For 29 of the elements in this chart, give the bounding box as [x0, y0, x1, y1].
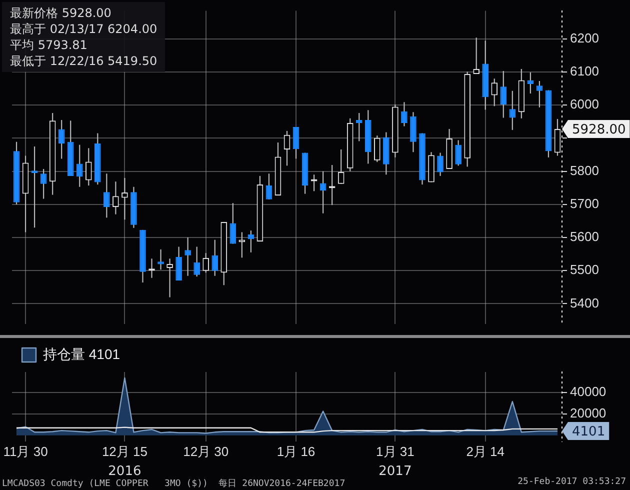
y-tick-label: 6200: [570, 30, 599, 46]
y-tick-label: 5700: [570, 196, 599, 211]
annotation: 平均 5793.81: [10, 38, 88, 52]
y-tick-label: 5500: [570, 262, 599, 278]
annotation: 最低于 12/22/16 5419.50: [10, 54, 158, 68]
y-tick-label: 6100: [570, 64, 599, 79]
candlestick: [166, 258, 173, 298]
y-tick-label: 40000: [570, 384, 606, 399]
text: 2016: [108, 464, 142, 479]
text: 4101: [572, 424, 606, 440]
x-tick-label: 12月 30: [183, 444, 229, 459]
annotation: 最高于 02/13/17 6204.00: [10, 22, 158, 36]
x-tick-label: 11月 30: [3, 444, 48, 459]
text: LMCADS03 Comdty (LME COPPER 3MO ($)) 每日 26NOV2016-24FEB2017: [2, 478, 346, 490]
x-tick-label: 12月 15: [102, 444, 148, 459]
x-tick-label: 1月 16: [276, 444, 316, 459]
text: 25-Feb-2017 03:53:27: [518, 477, 626, 487]
candlestick: [158, 249, 164, 270]
y-tick-label: 5600: [570, 229, 599, 244]
y-tick-label: 6000: [570, 96, 599, 112]
y-tick-label: 5800: [570, 162, 599, 178]
x-tick-label: 2月 14: [466, 444, 505, 459]
text: 5928.00: [572, 122, 626, 138]
text: 2017: [378, 464, 412, 479]
legend-label: 持仓量 4101: [43, 346, 120, 362]
annotation: 最新价格 5928.00: [10, 6, 112, 20]
y-tick-label: 5400: [570, 295, 599, 310]
x-tick-label: 1月 31: [376, 444, 414, 459]
y-tick-label: 20000: [570, 405, 606, 420]
